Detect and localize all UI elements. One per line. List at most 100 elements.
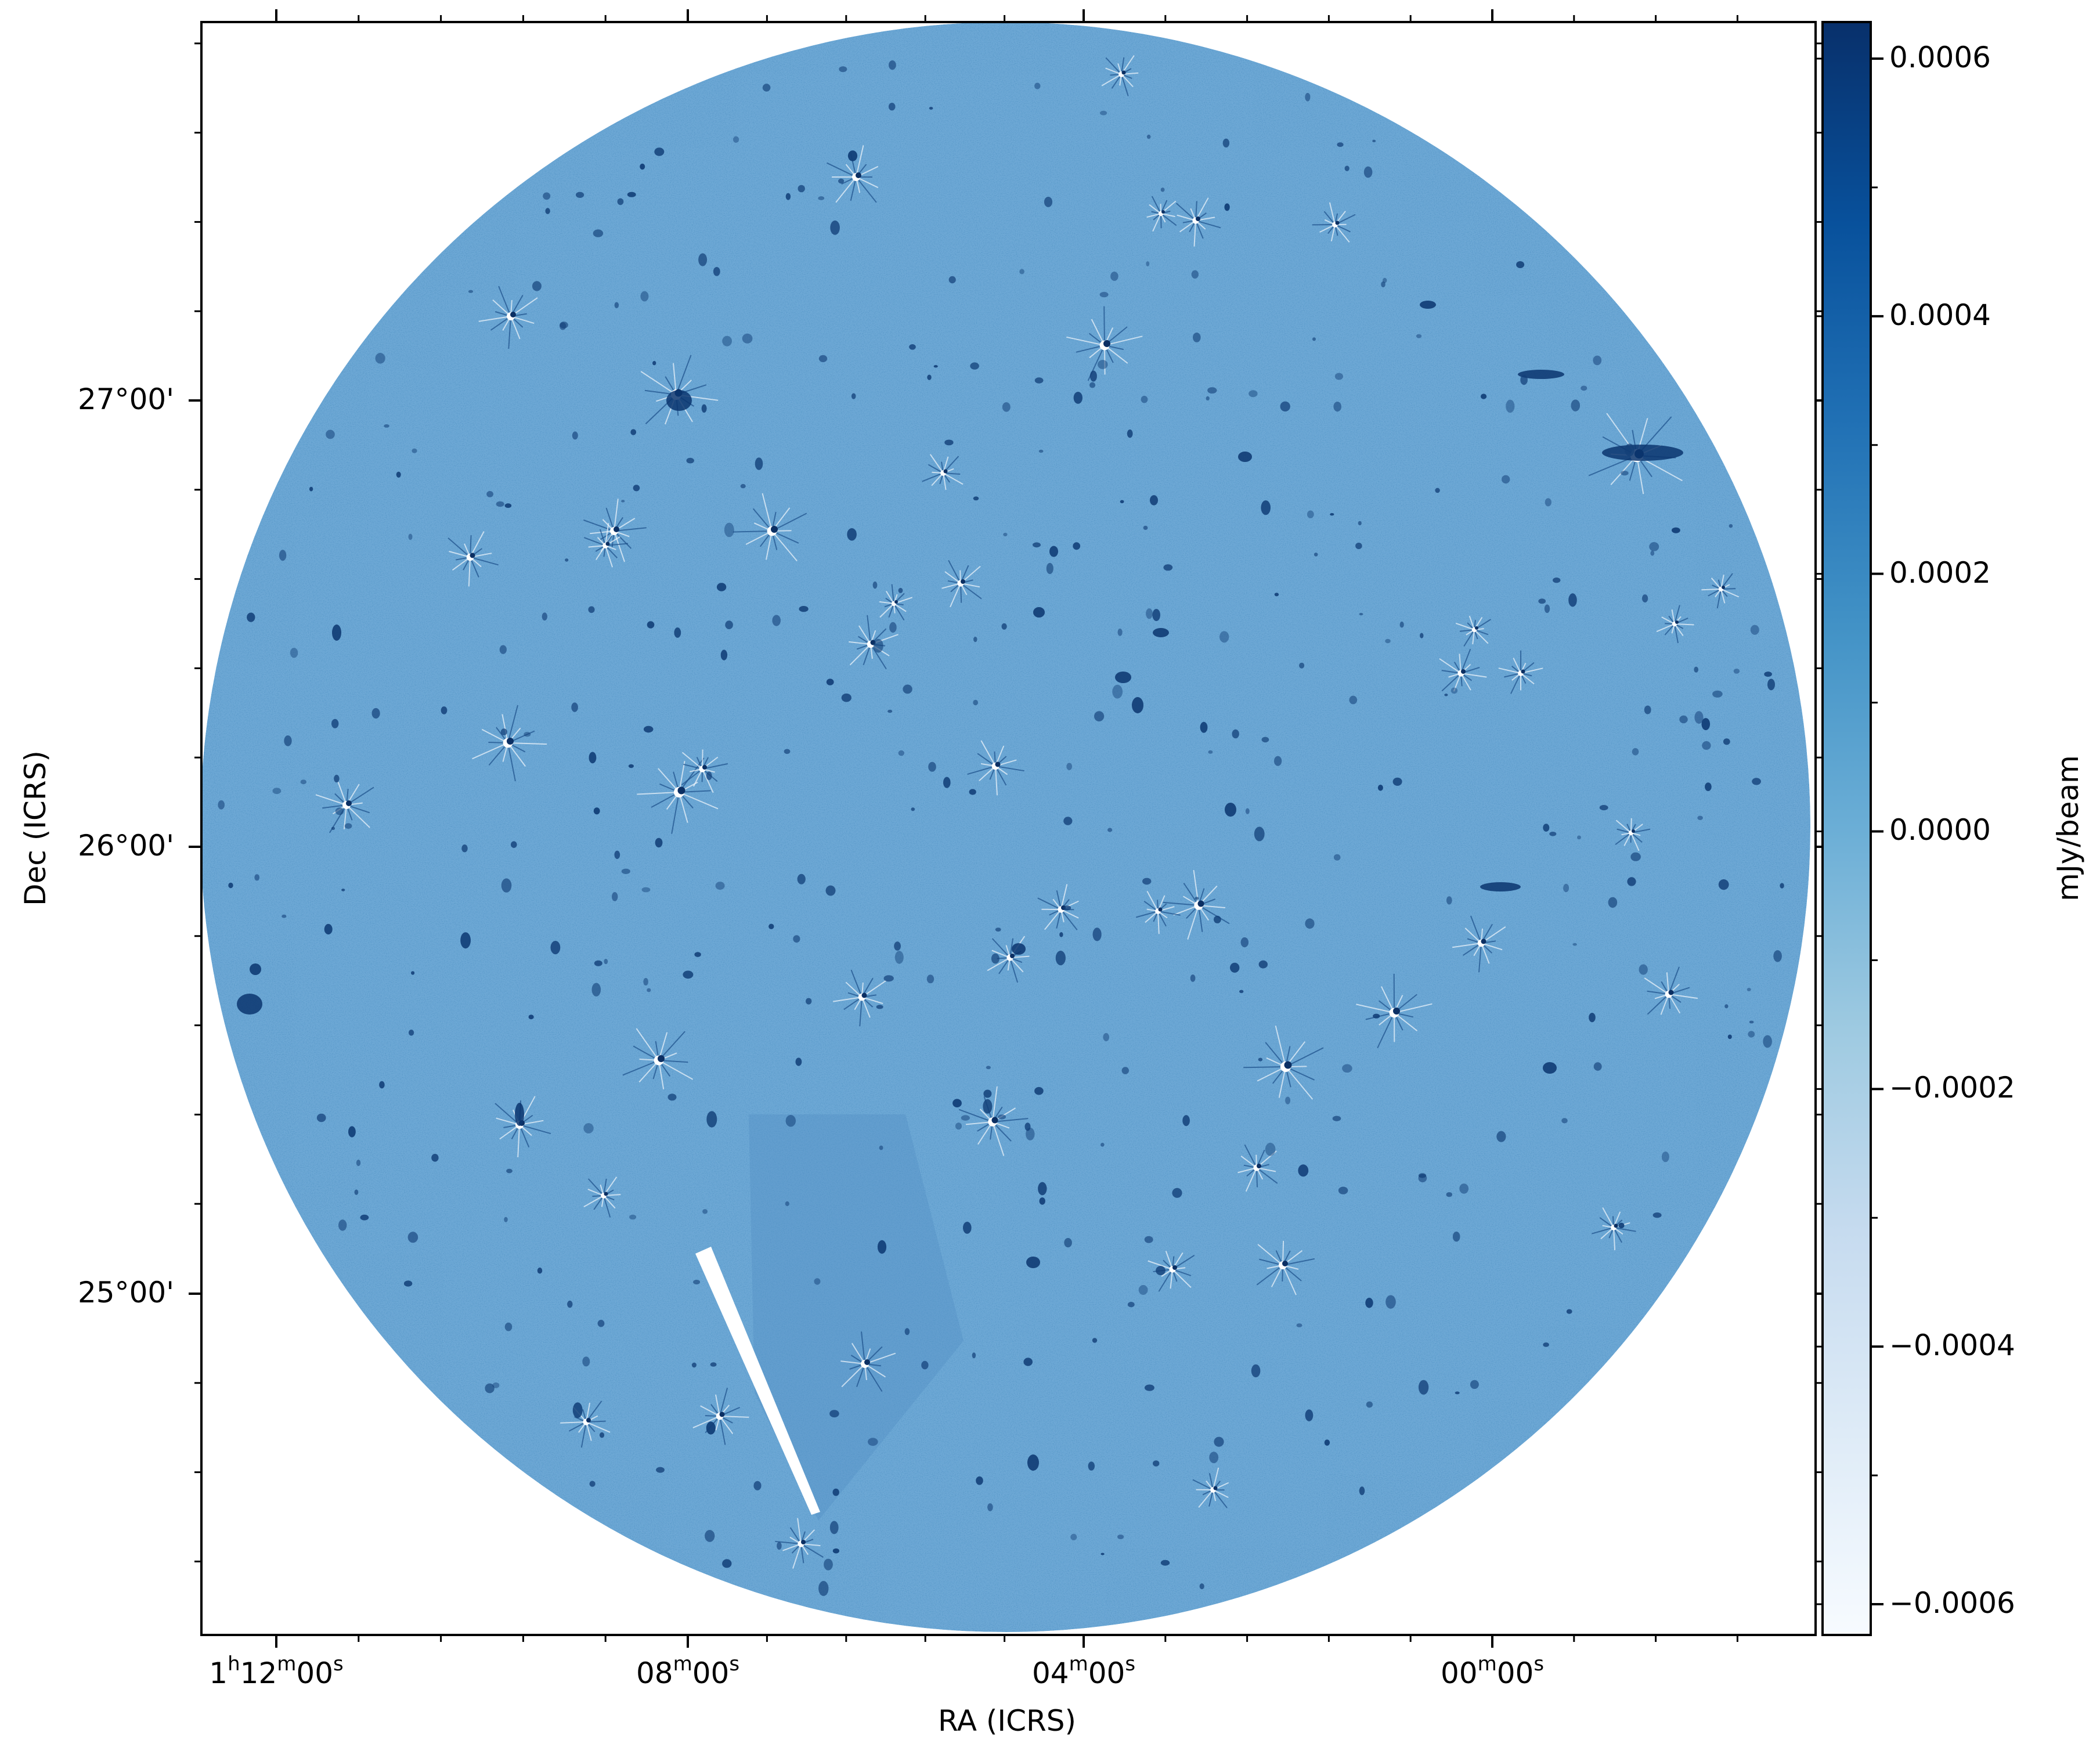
noise-speck [943, 777, 951, 788]
source-sidelobe [958, 1109, 993, 1122]
noise-speck [898, 750, 905, 756]
noise-speck [1729, 524, 1733, 528]
noise-speck [279, 550, 287, 561]
noise-speck [309, 486, 313, 492]
noise-speck [1160, 1560, 1170, 1566]
noise-speck [1066, 763, 1073, 770]
source-sidelobe [1172, 1269, 1192, 1288]
noise-speck [1034, 377, 1044, 384]
noise-speck [713, 267, 720, 276]
source-sidelobe [1282, 1265, 1302, 1282]
noise-speck [1144, 1384, 1154, 1391]
x-axis-label: RA (ICRS) [938, 1704, 1076, 1738]
noise-speck [706, 1111, 717, 1128]
noise-speck [1002, 402, 1011, 412]
noise-speck [1299, 662, 1305, 669]
source-sidelobe [885, 590, 894, 604]
noise-speck [572, 1402, 583, 1418]
noise-speck [1599, 804, 1608, 811]
noise-speck [879, 1145, 883, 1150]
source-sidelobe [943, 472, 964, 485]
noise-speck [872, 581, 878, 589]
source-core-dark [719, 1412, 725, 1417]
source-sidelobe [771, 530, 798, 562]
source-core-dark [1282, 1261, 1288, 1266]
noise-speck [1143, 525, 1148, 530]
noise-speck [1224, 203, 1230, 211]
noise-speck [691, 1362, 697, 1368]
extended-emission [1026, 1257, 1040, 1268]
source-sidelobe [658, 1031, 685, 1061]
source-core-dark [1196, 216, 1200, 221]
source-sidelobe [681, 752, 703, 770]
noise-speck [1142, 878, 1152, 885]
extended-emission [1225, 803, 1236, 817]
radio-source [1146, 196, 1177, 232]
noise-speck [1261, 737, 1269, 743]
noise-speck [247, 612, 255, 622]
source-sidelobe [1394, 1003, 1433, 1013]
source-sidelobe [679, 792, 688, 823]
source-sidelobe [583, 1195, 604, 1208]
noise-speck [847, 528, 857, 541]
noise-speck [1502, 475, 1510, 484]
noise-speck [1055, 951, 1066, 966]
noise-speck [1718, 879, 1729, 890]
extended-emission [1132, 697, 1143, 713]
noise-speck [1265, 1142, 1276, 1156]
noise-speck [593, 807, 600, 815]
noise-speck [927, 374, 932, 380]
noise-speck [501, 878, 512, 893]
source-sidelobe [605, 507, 615, 532]
source-core-dark [995, 761, 1001, 767]
noise-speck [710, 1362, 717, 1367]
noise-speck [955, 1122, 962, 1130]
noise-speck [504, 1216, 508, 1222]
noise-speck [702, 1209, 708, 1214]
noise-speck [1296, 1323, 1302, 1327]
noise-speck [933, 365, 938, 368]
source-sidelobe [1510, 673, 1521, 694]
noise-speck [806, 998, 812, 1005]
source-sidelobe [1674, 605, 1680, 624]
noise-speck [722, 1559, 732, 1568]
source-sidelobe [638, 1060, 659, 1083]
noise-speck [1334, 373, 1343, 380]
noise-speck [694, 952, 701, 957]
noise-speck [768, 923, 774, 930]
source-core-dark [1284, 1061, 1292, 1069]
source-sidelobe [856, 176, 877, 203]
noise-speck [1455, 1391, 1460, 1395]
noise-speck [818, 196, 825, 200]
noise-speck [1332, 1116, 1341, 1121]
noise-speck [1214, 1436, 1224, 1447]
source-sidelobe [835, 176, 857, 203]
noise-speck [375, 353, 385, 364]
noise-speck [1172, 1187, 1182, 1198]
noise-speck [1222, 138, 1230, 148]
noise-speck [1110, 272, 1118, 281]
noise-speck [705, 1530, 715, 1542]
source-sidelobe [1282, 1258, 1315, 1266]
source-sidelobe [614, 527, 647, 532]
noise-speck [898, 587, 903, 593]
noise-speck [814, 1278, 821, 1285]
source-sidelobe [1666, 972, 1669, 995]
noise-speck [683, 970, 694, 979]
source-sidelobe [1671, 609, 1675, 624]
noise-speck [621, 500, 625, 503]
source-sidelobe [1615, 832, 1632, 845]
extended-emission [1518, 370, 1564, 379]
noise-speck [356, 1160, 361, 1167]
source-sidelobe [1674, 623, 1694, 626]
noise-speck [667, 1093, 677, 1101]
noise-speck [1312, 337, 1316, 341]
colorbar-tick-labels: 0.0006 0.0004 0.0002 0.0000 −0.0002 −0.0… [1889, 41, 2015, 1620]
source-sidelobe [1459, 654, 1462, 674]
source-sidelobe [605, 545, 614, 568]
radio-source [1656, 605, 1694, 644]
noise-speck [614, 302, 619, 309]
noise-speck [1355, 543, 1362, 550]
colorbar-tick-label-2: 0.0002 [1889, 556, 1991, 590]
source-core-dark [856, 172, 861, 178]
